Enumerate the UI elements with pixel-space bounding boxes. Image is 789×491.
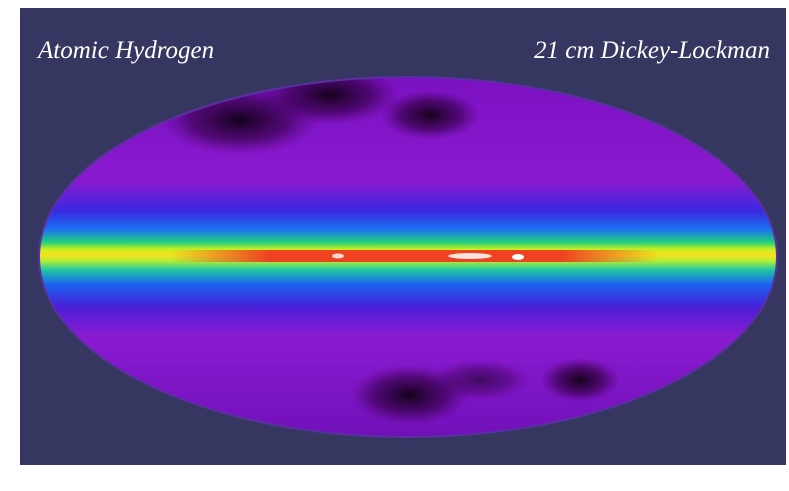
page: Atomic Hydrogen 21 cm Dickey-Lockman (()… — [0, 0, 789, 491]
right-caption: 21 cm Dickey-Lockman — [534, 37, 770, 64]
sky-map-figure: Atomic Hydrogen 21 cm Dickey-Lockman — [0, 0, 789, 491]
left-caption: Atomic Hydrogen — [36, 37, 214, 64]
